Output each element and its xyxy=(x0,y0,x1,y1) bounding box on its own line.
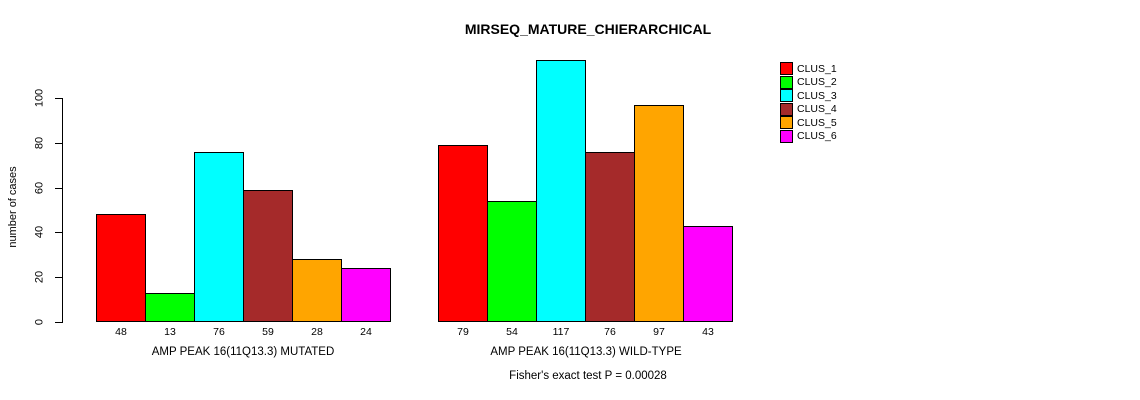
bar-value-label: 59 xyxy=(262,326,274,338)
legend-swatch xyxy=(780,129,793,143)
bar-clus_4 xyxy=(585,152,635,322)
y-axis-tick xyxy=(55,232,62,233)
legend-swatch xyxy=(780,89,793,103)
bar-value-label: 43 xyxy=(702,326,714,338)
bar-value-label: 76 xyxy=(213,326,225,338)
legend-item: CLUS_1 xyxy=(780,62,837,76)
y-axis-tick-label: 100 xyxy=(33,88,46,108)
legend-swatch xyxy=(780,116,793,130)
y-axis-tick xyxy=(55,143,62,144)
y-axis-tick-label: 40 xyxy=(33,225,46,239)
legend-label: CLUS_1 xyxy=(797,62,837,75)
bar-clus_3 xyxy=(194,152,244,322)
y-axis-tick xyxy=(55,188,62,189)
bar-clus_5 xyxy=(292,259,342,322)
bar-clus_2 xyxy=(487,201,537,322)
y-axis-tick xyxy=(55,277,62,278)
bar-clus_5 xyxy=(634,105,684,322)
bar-value-label: 48 xyxy=(115,326,127,338)
y-axis-line xyxy=(62,98,63,323)
bar-clus_3 xyxy=(536,60,586,322)
bar-clus_6 xyxy=(341,268,391,322)
bar-value-label: 117 xyxy=(552,326,570,338)
bar-value-label: 13 xyxy=(164,326,176,338)
legend-label: CLUS_4 xyxy=(797,103,837,115)
legend-item: CLUS_3 xyxy=(780,89,837,103)
bar-value-label: 79 xyxy=(457,326,469,338)
legend-item: CLUS_4 xyxy=(780,102,837,117)
x-group-label-wildtype: AMP PEAK 16(11Q13.3) WILD-TYPE xyxy=(490,346,682,358)
chart-title: MIRSEQ_MATURE_CHIERARCHICAL xyxy=(464,21,712,37)
legend-label: CLUS_6 xyxy=(797,130,837,142)
legend-label: CLUS_2 xyxy=(797,76,837,88)
bar-clus_4 xyxy=(243,190,293,322)
legend-swatch xyxy=(780,102,793,116)
legend-item: CLUS_2 xyxy=(780,75,837,90)
legend-item: CLUS_5 xyxy=(780,116,837,130)
annotation-fisher-test: Fisher's exact test P = 0.00028 xyxy=(509,370,667,382)
bar-value-label: 28 xyxy=(311,326,323,338)
bar-clus_1 xyxy=(96,214,146,322)
legend-swatch xyxy=(780,75,793,89)
bar-value-label: 76 xyxy=(604,326,616,338)
legend-item: CLUS_6 xyxy=(780,129,837,144)
legend-label: CLUS_5 xyxy=(797,116,837,129)
legend-label: CLUS_3 xyxy=(797,89,837,102)
y-axis-tick-label: 80 xyxy=(33,136,46,150)
legend-swatch xyxy=(780,62,793,76)
bar-value-label: 97 xyxy=(653,326,665,338)
y-axis-tick-label: 60 xyxy=(33,181,46,195)
y-axis-tick-label: 20 xyxy=(33,270,46,284)
x-group-label-mutated: AMP PEAK 16(11Q13.3) MUTATED xyxy=(151,346,335,358)
y-axis-tick xyxy=(55,322,62,323)
legend: CLUS_1 CLUS_2 CLUS_3 CLUS_4 CLUS_5 CLUS_6 xyxy=(780,62,837,143)
bar-value-label: 54 xyxy=(506,326,518,338)
bar-value-label: 24 xyxy=(360,326,372,338)
y-axis-tick-label: 0 xyxy=(33,318,46,326)
bar-clus_2 xyxy=(145,293,195,322)
y-axis-title: number of cases xyxy=(7,166,19,248)
bar-clus_6 xyxy=(683,226,733,322)
y-axis-tick xyxy=(55,98,62,99)
bar-clus_1 xyxy=(438,145,488,322)
